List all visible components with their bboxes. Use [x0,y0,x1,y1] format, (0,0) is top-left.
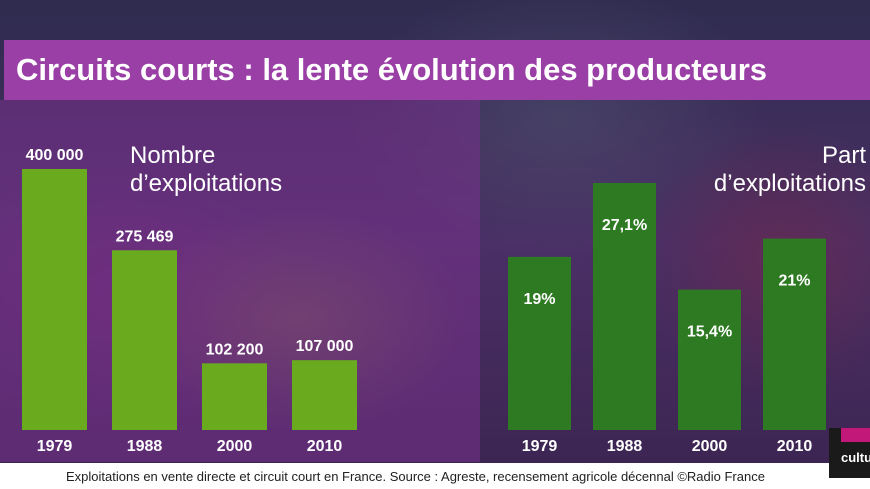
right-value-label-1988: 27,1% [602,217,647,234]
left-value-label-2000: 102 200 [206,341,264,358]
left-chart-label-line-1: Nombre [130,142,216,169]
left-value-label-1979: 400 000 [26,147,84,164]
right-category-label-1979: 1979 [522,438,558,455]
left-category-label-1979: 1979 [37,438,73,455]
right-bar-2010 [763,238,826,430]
right-value-label-1979: 19% [523,291,555,308]
chart-title: Circuits courts : la lente évolution des… [16,52,768,87]
right-bar-1988 [593,183,656,430]
source-caption: Exploitations en vente directe et circui… [66,468,765,484]
right-category-label-2000: 2000 [692,438,728,455]
left-bar-1988 [112,250,177,430]
left-category-label-1988: 1988 [127,438,163,455]
right-category-label-1988: 1988 [607,438,643,455]
right-category-label-2010: 2010 [777,438,813,455]
right-value-label-2000: 15,4% [687,324,732,341]
left-value-label-2010: 107 000 [296,338,354,355]
footer: Exploitations en vente directe et circui… [0,463,870,489]
right-chart-label: Part d’exploitations [714,142,866,198]
title-bar: Circuits courts : la lente évolution des… [4,40,870,100]
left-value-label-1988: 275 469 [116,228,174,245]
left-category-label-2010: 2010 [307,438,343,455]
left-bar-2010 [292,360,357,430]
left-bar-1979 [22,169,87,430]
left-chart-label-line-2: d’exploitations [130,170,283,197]
left-chart-label: Nombre d’exploitations [130,142,282,198]
left-bar-2000 [202,363,267,430]
radio-logo: cultu [829,428,870,478]
right-chart-label-line-2: d’exploitations [713,170,866,197]
left-category-label-2000: 2000 [217,438,253,455]
right-value-label-2010: 21% [778,273,810,290]
logo-mark [841,428,870,442]
right-bar-2000 [678,289,741,430]
logo-text: cultu [841,450,870,465]
right-bar-1979 [508,256,571,430]
right-chart-label-line-1: Part [821,142,866,169]
